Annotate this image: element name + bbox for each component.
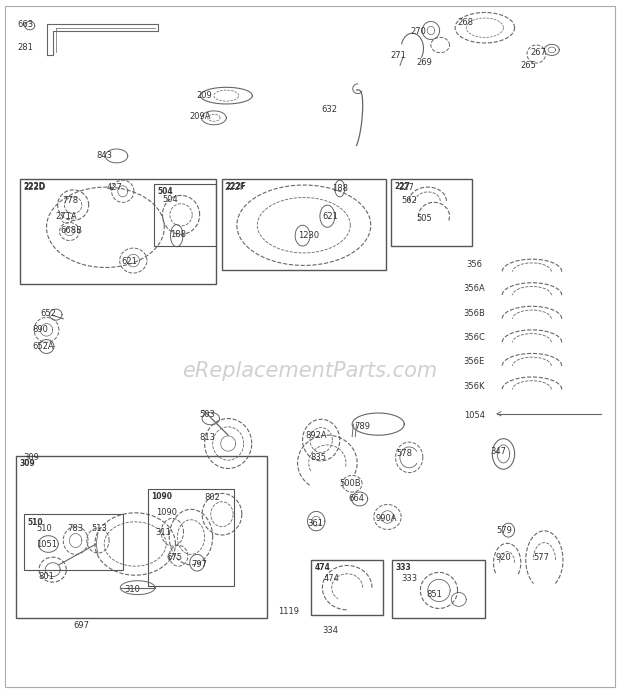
Text: 361: 361 — [307, 519, 323, 527]
Text: 270: 270 — [410, 28, 427, 36]
Text: 802: 802 — [205, 493, 221, 502]
Bar — [392, 560, 485, 618]
Text: 1090: 1090 — [156, 509, 177, 517]
Text: 801: 801 — [38, 572, 55, 581]
Text: 209A: 209A — [189, 112, 211, 121]
Text: 578: 578 — [397, 450, 413, 458]
Text: 920: 920 — [496, 554, 511, 562]
Text: 222F: 222F — [226, 182, 247, 191]
Text: 510: 510 — [36, 524, 51, 532]
Text: 813: 813 — [200, 434, 216, 442]
Bar — [24, 514, 123, 570]
Text: 333: 333 — [396, 563, 411, 572]
Text: 356A: 356A — [464, 285, 485, 293]
Text: 1090: 1090 — [151, 492, 172, 501]
Text: 356E: 356E — [464, 358, 485, 366]
Text: 675: 675 — [166, 554, 182, 562]
Text: eReplacementParts.com: eReplacementParts.com — [182, 361, 438, 380]
Text: 281: 281 — [17, 43, 33, 51]
Text: 504: 504 — [162, 195, 178, 204]
Bar — [154, 184, 216, 246]
Text: 797: 797 — [191, 561, 207, 569]
Text: 209: 209 — [196, 91, 211, 100]
Text: 503: 503 — [200, 410, 216, 419]
Text: 356: 356 — [466, 261, 482, 269]
Text: 890: 890 — [32, 326, 48, 334]
Text: 652: 652 — [40, 309, 56, 317]
Text: 188: 188 — [170, 230, 186, 238]
Text: 783: 783 — [67, 524, 83, 532]
Bar — [311, 560, 383, 615]
Text: 1230: 1230 — [298, 231, 319, 240]
Text: 267: 267 — [530, 49, 546, 57]
Text: 356C: 356C — [464, 333, 485, 342]
Text: 309: 309 — [24, 453, 40, 462]
Text: 269: 269 — [417, 58, 433, 67]
Text: 309: 309 — [19, 459, 35, 468]
Text: 652A: 652A — [32, 342, 54, 351]
Text: 334: 334 — [322, 626, 339, 635]
Text: 268: 268 — [458, 18, 474, 26]
Text: 347: 347 — [490, 448, 506, 456]
Text: 265: 265 — [521, 62, 537, 70]
Text: 222F: 222F — [224, 183, 245, 191]
Bar — [222, 179, 386, 270]
Text: 227: 227 — [394, 182, 410, 191]
Text: 632: 632 — [321, 105, 337, 114]
Text: 271: 271 — [391, 51, 407, 60]
Text: 990A: 990A — [375, 514, 397, 523]
Text: 310: 310 — [124, 585, 140, 593]
Text: 668B: 668B — [61, 226, 82, 234]
Text: 835: 835 — [310, 453, 326, 462]
Text: 333: 333 — [402, 574, 418, 583]
Text: 789: 789 — [355, 422, 371, 430]
Text: 188: 188 — [332, 184, 348, 193]
Text: 356K: 356K — [464, 382, 485, 390]
Text: 577: 577 — [533, 554, 549, 562]
Text: 1054: 1054 — [464, 412, 485, 420]
Text: 664: 664 — [348, 495, 365, 503]
Text: 1051: 1051 — [36, 540, 57, 548]
Text: 227: 227 — [398, 183, 414, 191]
Bar — [16, 456, 267, 618]
Text: 427: 427 — [107, 183, 123, 191]
Text: 843: 843 — [96, 152, 112, 160]
Text: 474: 474 — [315, 563, 331, 572]
Text: 500B: 500B — [340, 480, 361, 488]
Text: 851: 851 — [427, 590, 443, 599]
Text: 697: 697 — [73, 621, 89, 629]
Text: 663: 663 — [17, 21, 33, 29]
Text: 474: 474 — [324, 574, 340, 583]
Text: 579: 579 — [496, 526, 512, 534]
Text: 892A: 892A — [305, 431, 327, 439]
Text: 311: 311 — [155, 528, 171, 536]
Bar — [148, 489, 234, 586]
Text: 504: 504 — [157, 187, 173, 196]
Text: 222D: 222D — [24, 182, 46, 191]
Text: 356B: 356B — [464, 309, 485, 317]
Text: 1119: 1119 — [278, 607, 299, 615]
Text: 505: 505 — [417, 214, 432, 222]
Text: 562: 562 — [402, 197, 418, 205]
Text: 222D: 222D — [24, 183, 46, 191]
Text: 271A: 271A — [56, 212, 78, 220]
Text: 513: 513 — [92, 524, 108, 532]
Text: 621: 621 — [322, 212, 339, 220]
Text: 510: 510 — [27, 518, 43, 527]
Text: 621: 621 — [121, 258, 137, 266]
Bar — [20, 179, 216, 284]
Text: 778: 778 — [62, 197, 78, 205]
Bar — [391, 179, 472, 246]
